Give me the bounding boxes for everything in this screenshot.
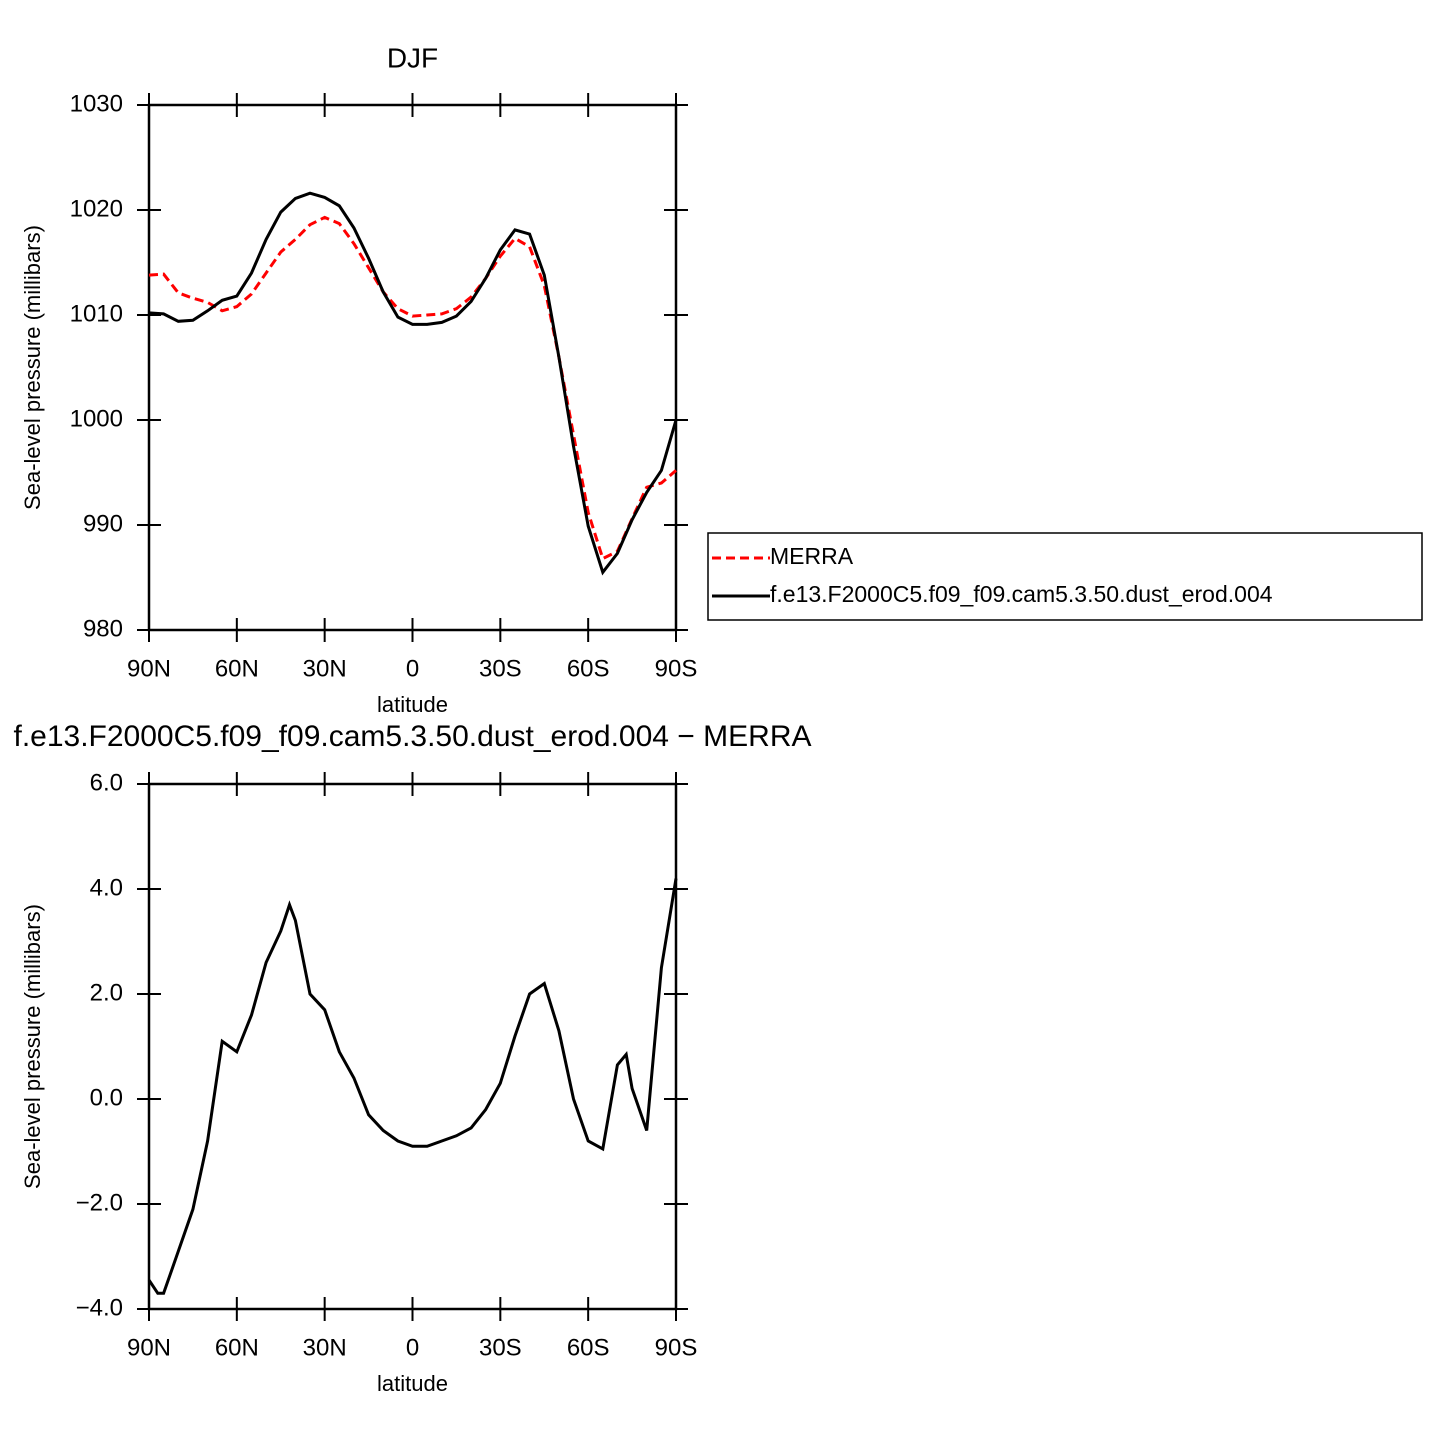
x-tick-label: 90S [655,1334,698,1361]
y-tick-label: 990 [83,510,123,537]
x-tick-label: 90N [127,655,171,682]
legend-label: f.e13.F2000C5.f09_f09.cam5.3.50.dust_ero… [770,581,1273,607]
x-tick-label: 30N [303,1334,347,1361]
x-tick-label: 0 [406,1334,419,1361]
plot-frame [147,782,678,1311]
plot-frame [147,103,678,632]
y-tick-label: 980 [83,615,123,642]
data-line [147,878,678,1295]
y-tick-label: 4.0 [90,874,123,901]
x-tick-label: 30N [303,655,347,682]
x-tick-label: 90S [655,655,698,682]
x-tick-label: 60S [567,1334,610,1361]
y-tick-label: −2.0 [76,1189,123,1216]
y-tick-label: 1000 [70,405,123,432]
x-tick-label: 90N [127,1334,171,1361]
y-axis-label: Sea-level pressure (millibars) [20,225,45,510]
y-tick-label: 1030 [70,90,123,117]
y-tick-label: 6.0 [90,769,123,796]
data-line [148,215,677,561]
x-tick-label: 60N [215,1334,259,1361]
x-tick-label: 0 [406,655,419,682]
y-tick-label: 1010 [70,300,123,327]
y-tick-label: −4.0 [76,1294,123,1321]
chart-title: f.e13.F2000C5.f09_f09.cam5.3.50.dust_ero… [13,720,811,753]
y-tick-label: 1020 [70,195,123,222]
x-axis-label: latitude [377,1371,448,1396]
x-tick-label: 60S [567,655,610,682]
x-tick-label: 30S [479,655,522,682]
legend-label: MERRA [770,543,854,569]
legend-box [707,532,1423,621]
y-tick-label: 0.0 [90,1084,123,1111]
data-line [148,191,678,576]
chart-title: DJF [387,42,438,73]
y-axis-label: Sea-level pressure (millibars) [20,904,45,1189]
y-tick-label: 2.0 [90,979,123,1006]
x-tick-label: 30S [479,1334,522,1361]
x-tick-label: 60N [215,655,259,682]
x-axis-label: latitude [377,692,448,717]
